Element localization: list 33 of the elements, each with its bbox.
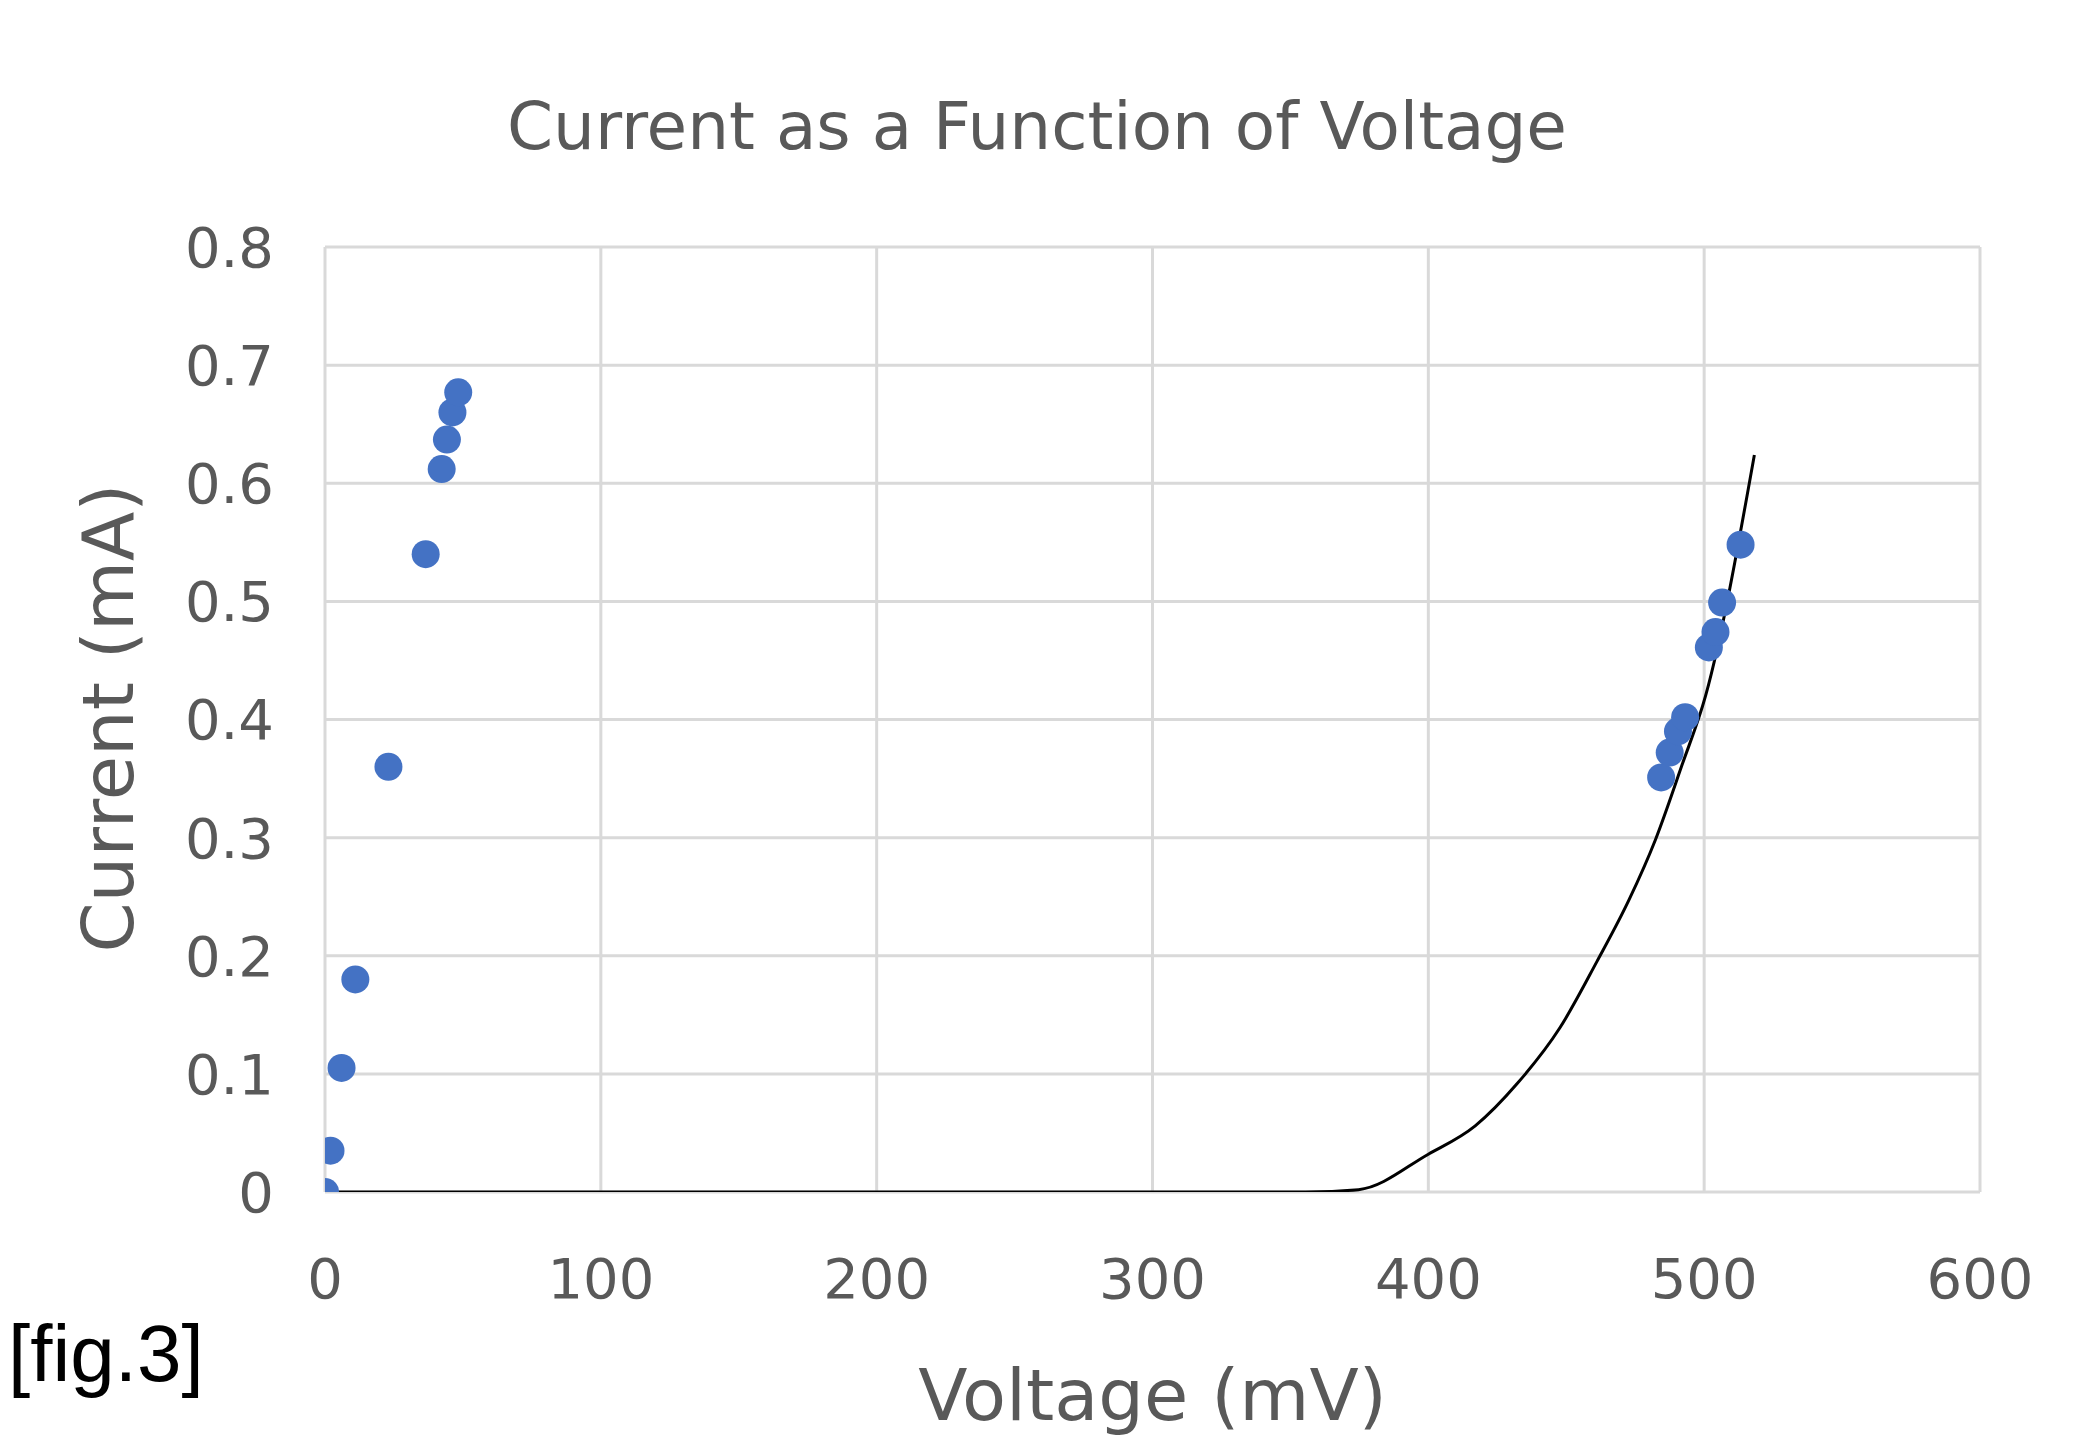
y-tick-label: 0.2 [184, 923, 274, 989]
point [432, 425, 461, 454]
point [411, 540, 440, 569]
y-tick-label: 0.6 [184, 451, 274, 517]
x-tick-label: 100 [547, 1245, 655, 1311]
point [1708, 588, 1737, 617]
y-tick-label: 0.8 [184, 214, 274, 280]
point [341, 965, 370, 994]
y-tick-label: 0.1 [184, 1041, 274, 1107]
chart-title: Current as a Function of Voltage [506, 88, 1568, 165]
text: [fig.3] [8, 1308, 204, 1400]
x-tick-label: 0 [307, 1245, 343, 1311]
y-axis-title: Current (mA) [66, 483, 150, 953]
point [1655, 738, 1684, 767]
x-tick-label: 400 [1374, 1245, 1482, 1311]
point [444, 378, 473, 407]
y-tick-label: 0.5 [184, 569, 274, 635]
y-tick-label: 0.4 [184, 687, 274, 753]
point [374, 752, 403, 781]
y-tick-label: 0.3 [184, 805, 274, 871]
point [1701, 618, 1730, 647]
x-tick-label: 200 [823, 1245, 931, 1311]
x-tick-label: 500 [1650, 1245, 1758, 1311]
y-tick-label: 0 [238, 1159, 274, 1225]
point [1671, 703, 1700, 732]
point [427, 455, 456, 484]
x-axis-title: Voltage (mV) [917, 1353, 1388, 1437]
point [1726, 530, 1755, 559]
point [327, 1053, 356, 1082]
point [1647, 763, 1676, 792]
x-tick-label: 300 [1099, 1245, 1206, 1311]
x-tick-label: 600 [1926, 1245, 2034, 1311]
y-tick-label: 0.7 [184, 333, 274, 399]
